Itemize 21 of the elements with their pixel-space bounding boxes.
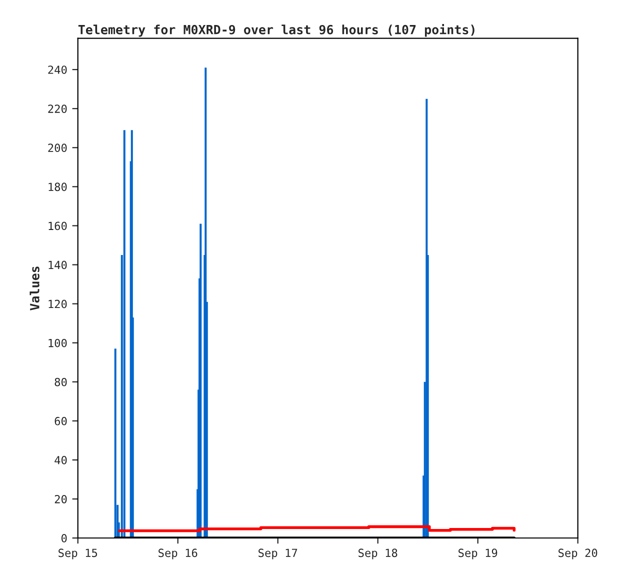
x-tick-label: Sep 19 (458, 548, 498, 560)
y-tick-label: 220 (48, 104, 67, 114)
y-tick-label: 40 (54, 456, 67, 464)
x-tick-label: Sep 18 (358, 548, 398, 560)
y-tick-label: 160 (48, 222, 67, 230)
chart-title: Telemetry for M0XRD-9 over last 96 hours (107 points) (78, 24, 474, 37)
x-tick-label: Sep 17 (258, 548, 298, 560)
y-tick-label: 180 (48, 182, 67, 192)
y-tick-label: 100 (48, 338, 67, 348)
y-tick-label: 200 (48, 144, 67, 152)
y-axis-title: Values (30, 266, 40, 310)
x-tick-label: Sep 20 (558, 548, 598, 560)
x-tick-label: Sep 15 (58, 548, 98, 560)
y-tick-label: 80 (54, 378, 67, 386)
y-tick-label: 20 (54, 494, 67, 504)
y-tick-label: 240 (48, 66, 67, 74)
y-tick-label: 0 (61, 534, 67, 542)
x-tick-label: Sep 16 (158, 548, 198, 560)
y-tick-label: 140 (48, 260, 67, 270)
y-tick-label: 60 (54, 416, 67, 426)
y-tick-label: 120 (48, 300, 67, 308)
